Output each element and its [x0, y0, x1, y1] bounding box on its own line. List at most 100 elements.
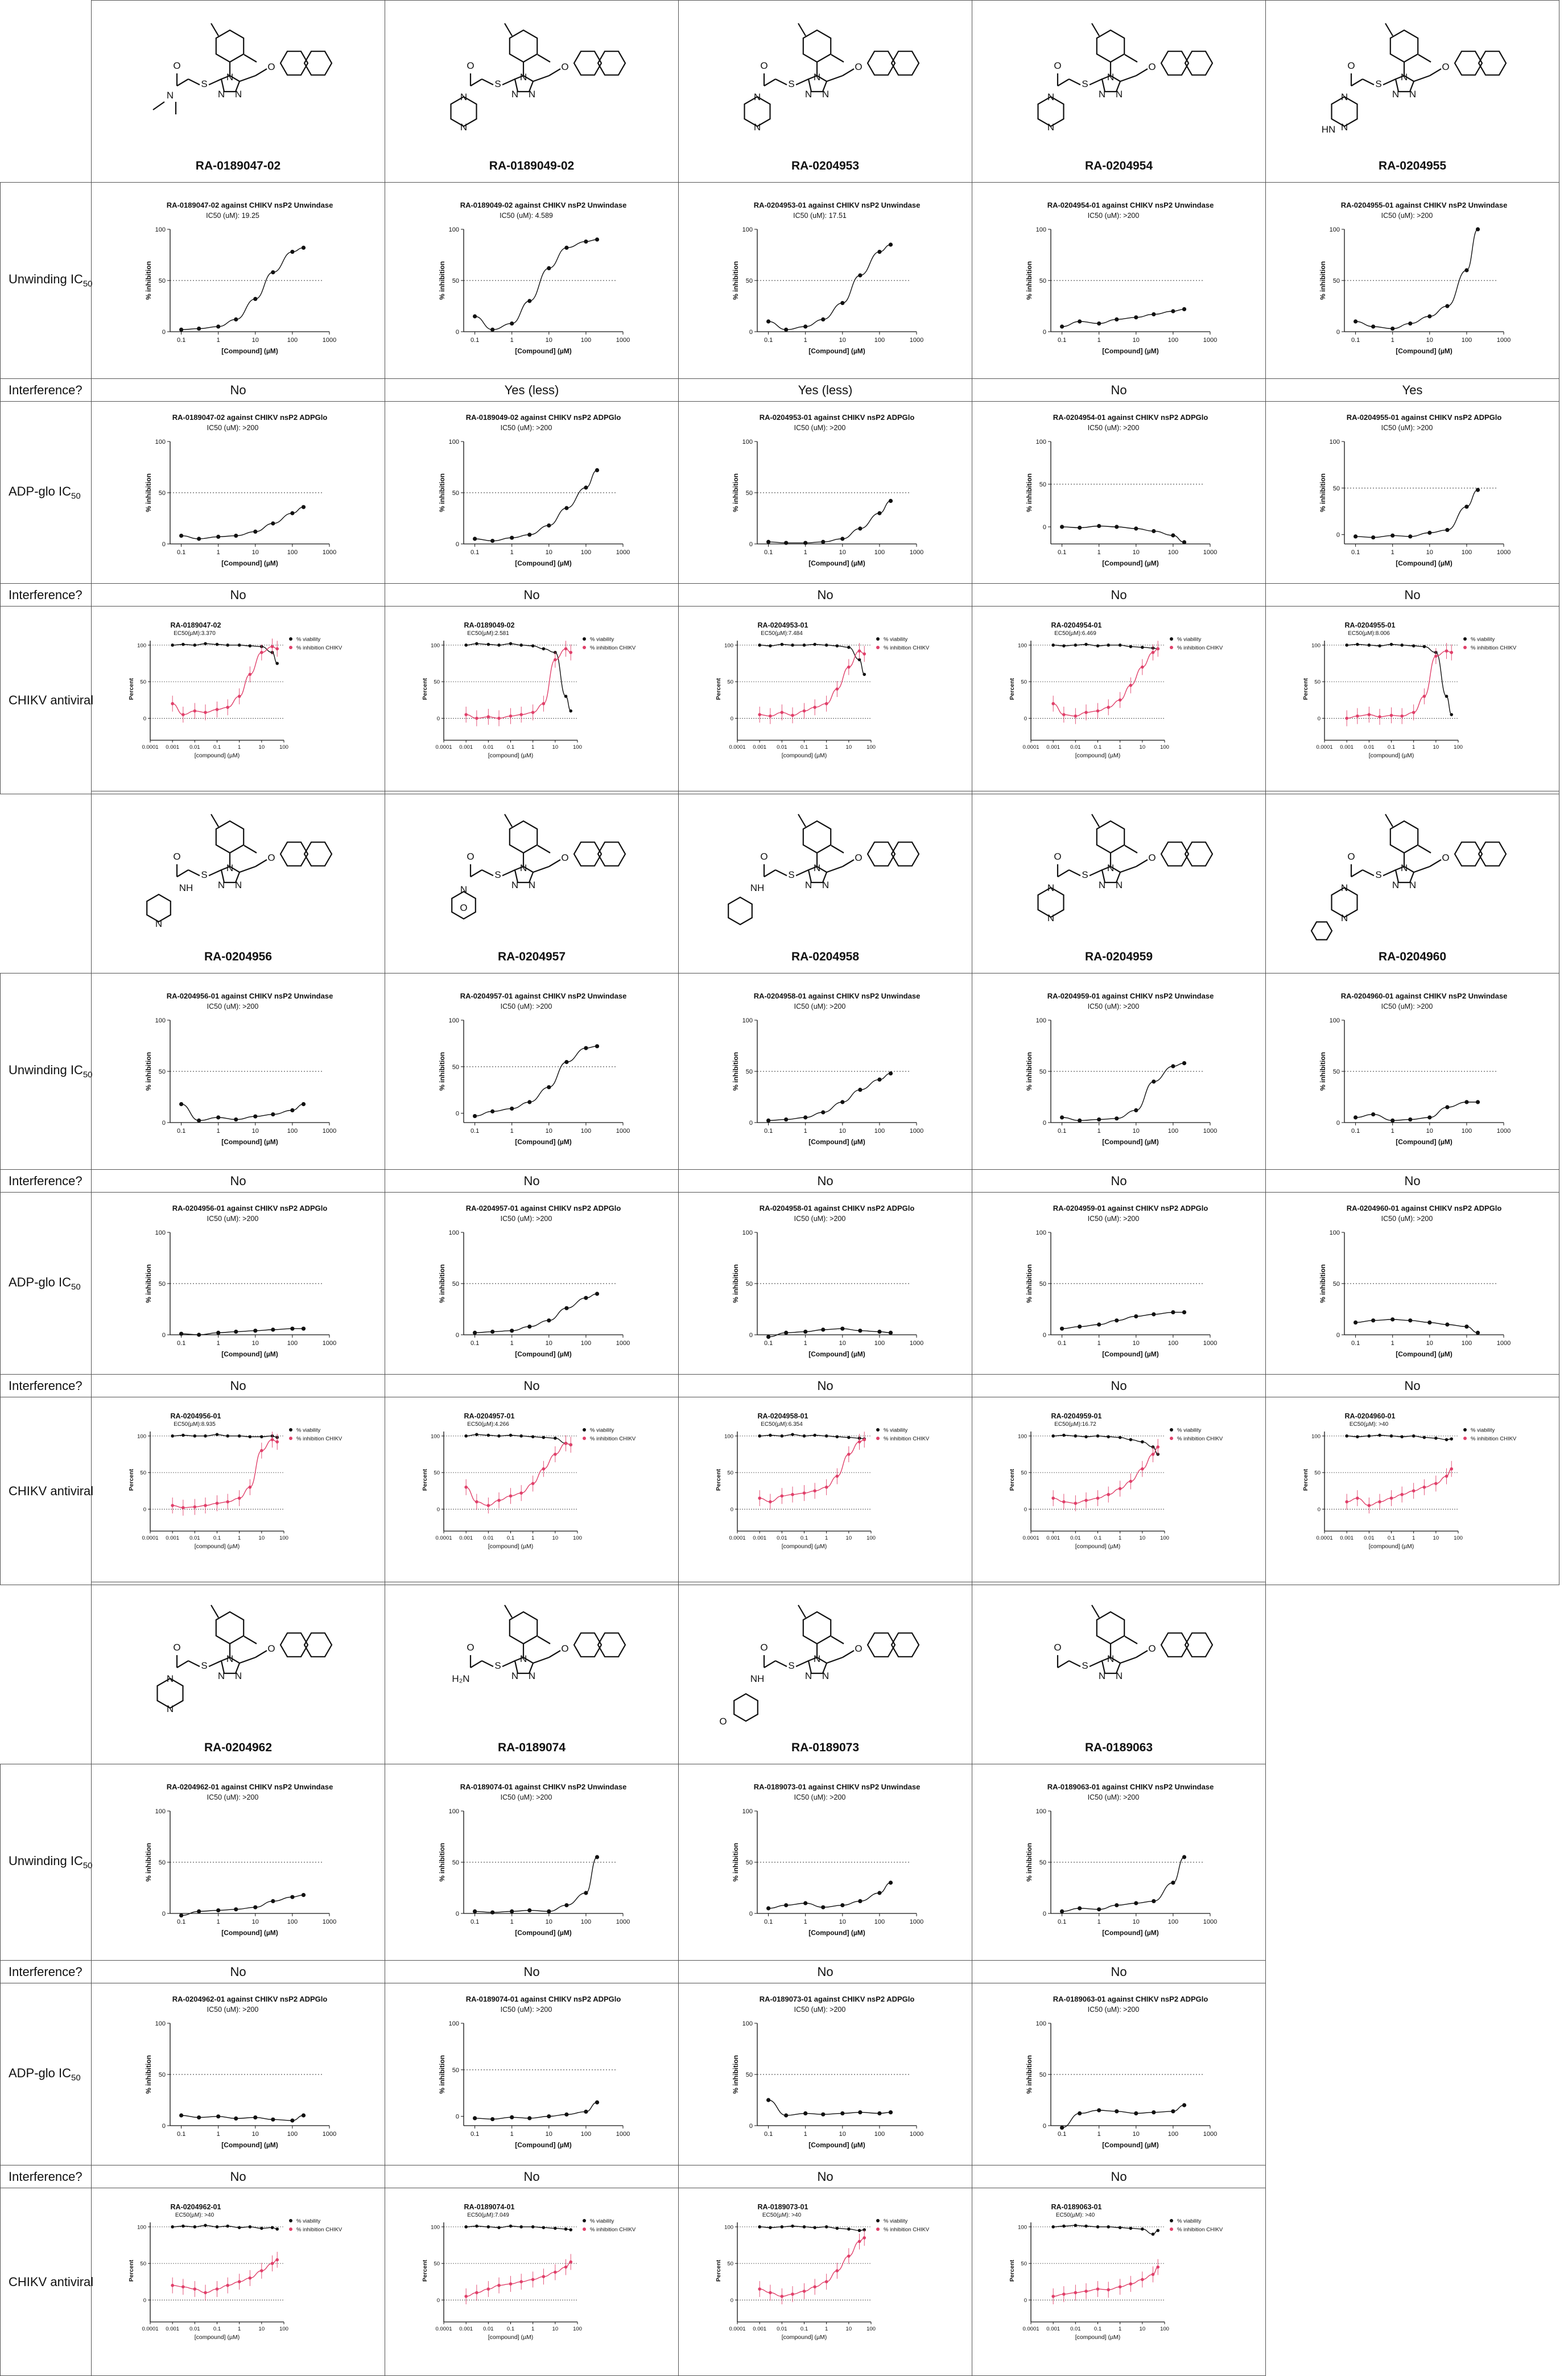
x-tick-label: 10 [1433, 744, 1439, 750]
b2c4-antiviral-legend: % viability % inhibition CHIKV [1169, 1427, 1223, 1442]
interference-value: No [678, 1169, 972, 1193]
svg-text:NH: NH [750, 1673, 764, 1684]
b3c2-antiviral-viability-point [568, 2228, 572, 2231]
b2c2-antiviral-viability-point [519, 1434, 523, 1438]
b1c3-unwinding-point [803, 324, 807, 329]
b2c3-antiviral-viability-point [757, 1434, 761, 1438]
b2c2-unwinding-xlabel: [Compound] (µM) [515, 1138, 572, 1146]
b2c3-adpglo-ylabel: % inhibition [732, 1264, 740, 1303]
b3c2-unwinding-title: RA-0189074-01 against CHIKV nsP2 Unwinda… [460, 1783, 626, 1791]
y-tick-label: 100 [431, 2224, 440, 2230]
x-tick-label: 0.1 [1057, 549, 1066, 556]
unwinding-chart-cell: RA-0204953-01 against CHIKV nsP2 Unwinda… [678, 182, 972, 379]
x-tick-label: 1000 [322, 1919, 336, 1925]
b1c2-antiviral-inhibition-point [553, 658, 557, 661]
b1c1-adpglo-point [179, 533, 183, 538]
y-tick-label: 0 [455, 1911, 459, 1917]
x-tick-label: 1 [510, 1919, 513, 1925]
svg-text:N: N [217, 880, 224, 890]
y-tick-label: 100 [1035, 226, 1046, 233]
b2c3-antiviral-ylabel: Percent [715, 1468, 722, 1491]
structure-cell: N N N O S O N O RA-0204957 [385, 791, 679, 974]
b3c1-unwinding-point [301, 1893, 306, 1898]
b3c4-adpglo-xlabel: [Compound] (µM) [1102, 2141, 1159, 2149]
structure-cell: N N N O S O NH RA-0204958 [678, 791, 972, 974]
b2c3-unwinding-point [840, 1100, 844, 1104]
b1c3-antiviral-inhibition-point [862, 651, 866, 655]
svg-text:O: O [760, 851, 768, 862]
b1c4-antiviral-inhibition-point [1062, 712, 1066, 716]
row-antiviral: CHIKV antiviral RA-0189047-02 EC50(µM):3.3… [0, 606, 1559, 794]
b2c3-unwinding-point [820, 1110, 825, 1115]
svg-text:N: N [1098, 1670, 1105, 1681]
x-tick-label: 1 [216, 2131, 220, 2138]
b3c1-antiviral-viability-point [237, 2225, 241, 2229]
b2c3-antiviral-viability-point [847, 1436, 851, 1439]
b3c4-antiviral-inhibition-point [1062, 2292, 1066, 2296]
b1c4-adpglo-ylabel: % inhibition [1025, 473, 1033, 512]
svg-text:N: N [234, 880, 241, 890]
row-struct: N N N O S O N RA-0189047-02 N N N O S O N N RA-0189049-0… [1, 0, 1559, 183]
b1c4-antiviral-inhibition-point [1074, 714, 1077, 717]
x-tick-label: 100 [279, 2326, 288, 2332]
svg-text:N: N [1115, 1670, 1122, 1681]
x-tick-label: 0.1 [506, 2326, 514, 2332]
b3c3-antiviral-inhibition-point [862, 2235, 866, 2239]
b1c5-adpglo-xlabel: [Compound] (µM) [1396, 559, 1453, 567]
compound-name: RA-0204954 [1084, 159, 1153, 172]
b2c5-antiviral-viability-point [1422, 1436, 1426, 1439]
y-tick-label: 100 [448, 1017, 459, 1024]
svg-text:N: N [1392, 89, 1398, 100]
svg-text:N: N [1107, 1653, 1113, 1664]
b1c4-antiviral-legend: % viability % inhibition CHIKV [1169, 636, 1223, 651]
b2c4-unwinding-point [1114, 1116, 1119, 1121]
b1c4-antiviral-viability-point [1106, 643, 1110, 647]
b3c4-antiviral-viability-point [1074, 2223, 1077, 2227]
b2c5-unwinding-axes: 0 50 100 0.1 1 10 100 1000 [1329, 1017, 1511, 1135]
svg-text:N: N [1340, 92, 1347, 102]
b2c5-antiviral-inhibition-point [1434, 1482, 1438, 1485]
b1c4-adpglo-point [1059, 524, 1064, 529]
y-tick-label: 0 [749, 1332, 752, 1339]
b3c2-adpglo-point [583, 2109, 588, 2114]
x-tick-label: 10 [845, 1535, 852, 1541]
b1c1-unwinding-ylabel: % inhibition [145, 261, 152, 300]
b2c2-adpglo-axes: 0 50 100 0.1 1 10 100 1000 [448, 1230, 630, 1347]
y-tick-label: 50 [140, 679, 146, 685]
b2c3-adpglo-point [888, 1330, 893, 1335]
row-struct: N N N O S O NH N RA-0204956 N N N O S O N O RA-0204957 N N N… [1, 791, 1559, 974]
b3c1-antiviral-inhibition-point [270, 2261, 274, 2265]
svg-text:N: N [217, 89, 224, 100]
antiviral-chart-cell: RA-0189063-01 EC50(µM): >40 0 50 100 0.0001 0.… [972, 2188, 1266, 2376]
b2c2-antiviral-ec50: EC50(µM):4.266 [467, 1421, 509, 1428]
b3c2-unwinding-xlabel: [Compound] (µM) [515, 1929, 572, 1937]
b3c2-antiviral-inhibition-point [553, 2270, 557, 2274]
b3c2-adpglo-point [546, 2114, 551, 2118]
y-tick-label: 100 [137, 2224, 146, 2230]
b1c5-adpglo-point [1353, 534, 1357, 539]
x-tick-label: 10 [1426, 1340, 1433, 1347]
y-tick-label: 0 [436, 715, 439, 721]
b3c1-antiviral-inhibition-point [203, 2291, 207, 2294]
b2c5-antiviral-inhibition-point [1355, 1496, 1359, 1500]
b3c4-adpglo-point [1151, 2110, 1156, 2114]
b2c4-antiviral-ylabel: Percent [1009, 1468, 1016, 1491]
x-tick-label: 0.1 [470, 1128, 478, 1135]
b2c1-adpglo-point [270, 1327, 275, 1332]
b1c4-adpglo-point [1170, 533, 1175, 538]
b1c3-antiviral-inhibition-point [812, 705, 816, 709]
b1c5-adpglo-point [1445, 527, 1449, 532]
x-tick-label: 100 [1167, 2131, 1178, 2138]
b2c4-unwinding-ylabel: % inhibition [1025, 1052, 1033, 1091]
y-tick-label: 100 [155, 1017, 165, 1024]
b1c1-unwinding-point [216, 324, 220, 329]
b1c1-adpglo-point [253, 529, 257, 534]
b1c5-unwinding-xlabel: [Compound] (µM) [1396, 347, 1453, 355]
b2c5-unwinding-title: RA-0204960-01 against CHIKV nsP2 Unwinda… [1340, 992, 1507, 1000]
svg-text:N: N [166, 90, 173, 101]
x-tick-label: 0.1 [176, 337, 185, 344]
unwinding-chart: RA-0204959-01 against CHIKV nsP2 Unwinda… [1025, 992, 1217, 1146]
